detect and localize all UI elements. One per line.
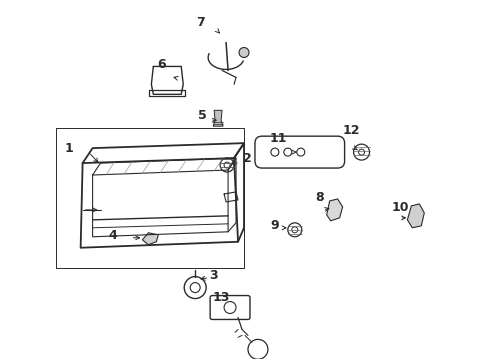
Text: 11: 11 <box>270 132 288 145</box>
Polygon shape <box>143 233 158 245</box>
Text: 4: 4 <box>108 229 117 242</box>
Text: 8: 8 <box>316 192 324 204</box>
Polygon shape <box>407 204 424 228</box>
Text: 2: 2 <box>243 152 252 165</box>
Text: 6: 6 <box>157 58 166 71</box>
Text: 1: 1 <box>65 141 74 155</box>
Text: 12: 12 <box>343 124 360 137</box>
Text: 9: 9 <box>270 219 278 232</box>
Text: 7: 7 <box>196 16 205 29</box>
Polygon shape <box>327 199 343 221</box>
Text: 10: 10 <box>392 201 409 215</box>
Circle shape <box>239 48 249 58</box>
Text: 13: 13 <box>212 291 229 304</box>
Text: 5: 5 <box>198 109 207 122</box>
Polygon shape <box>213 110 223 126</box>
Text: 3: 3 <box>209 269 218 282</box>
